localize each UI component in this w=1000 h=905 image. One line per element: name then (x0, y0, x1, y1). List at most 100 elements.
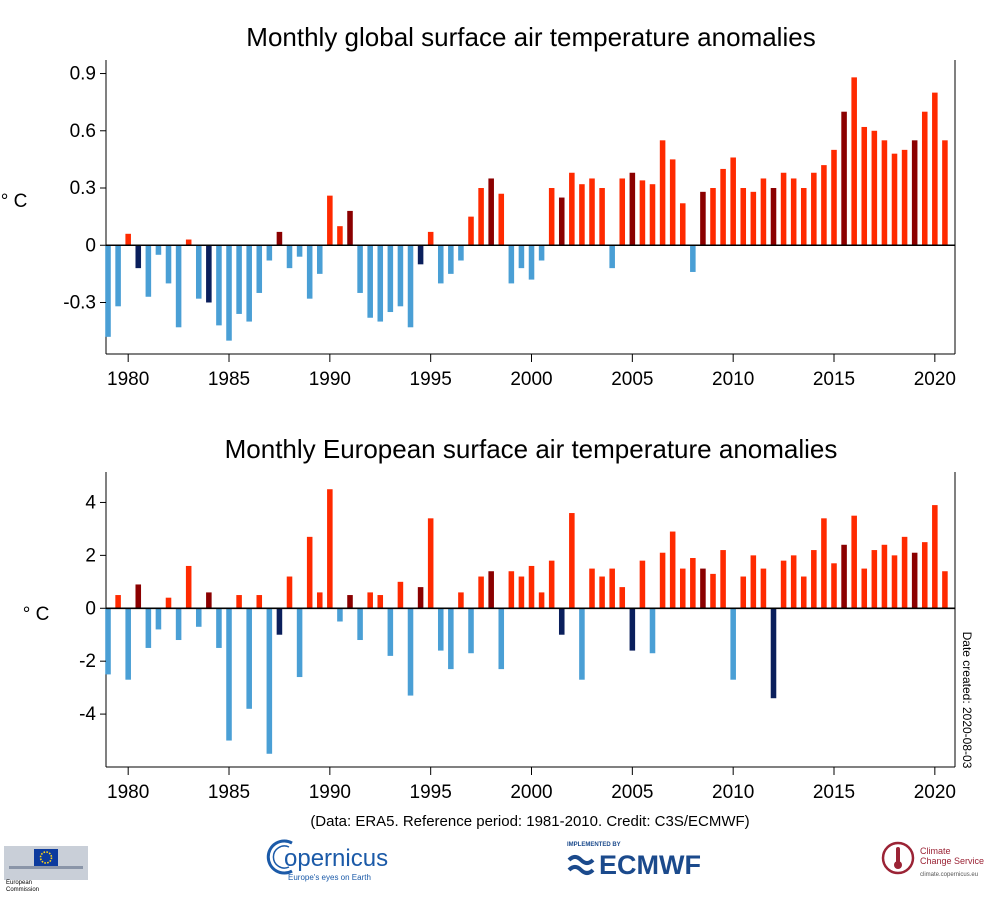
bar-1-38 (488, 571, 494, 609)
y-tick-label: 0.3 (70, 178, 96, 199)
bar-1-80 (911, 552, 918, 609)
bar-0-46 (569, 172, 575, 246)
bar-1-19 (296, 608, 303, 678)
bar-0-47 (579, 184, 585, 246)
bar-0-26 (367, 245, 373, 318)
bar-1-73 (841, 544, 847, 609)
bar-1-31 (417, 587, 424, 609)
bar-1-34 (448, 608, 454, 670)
bar-0-33 (437, 245, 444, 284)
bar-1-32 (427, 518, 434, 609)
bar-0-50 (609, 245, 615, 269)
bar-0-68 (790, 178, 797, 246)
y-tick-label: 0.6 (70, 121, 96, 142)
bar-1-8 (185, 565, 192, 609)
bar-1-16 (266, 608, 273, 754)
x-tick-label: 1980 (107, 782, 149, 803)
bar-1-27 (377, 595, 384, 609)
bar-1-76 (871, 550, 878, 609)
bar-1-53 (639, 560, 646, 609)
ecmwf-logo: IMPLEMENTED BY ECMWF (565, 842, 725, 882)
x-tick-label: 2015 (813, 782, 855, 803)
bar-1-63 (740, 576, 747, 609)
x-tick-label: 1995 (410, 369, 452, 390)
bar-1-36 (468, 608, 474, 654)
bar-1-70 (811, 550, 817, 609)
global-chart: Monthly global surface air temperature a… (1, 22, 956, 390)
bar-1-37 (478, 576, 484, 609)
bar-1-46 (569, 513, 575, 609)
bar-0-65 (760, 178, 767, 246)
bar-1-24 (347, 595, 353, 609)
bar-0-0 (105, 245, 111, 337)
bar-0-44 (548, 188, 555, 246)
bar-1-47 (579, 608, 585, 680)
bar-1-41 (518, 576, 525, 609)
bar-1-17 (276, 608, 283, 635)
bar-1-52 (629, 608, 636, 651)
bar-0-9 (195, 245, 202, 299)
x-tick-label: 1985 (208, 369, 250, 390)
copernicus-c-icon (266, 839, 293, 875)
bar-0-15 (256, 245, 263, 293)
bar-0-79 (901, 149, 908, 246)
bar-1-74 (851, 515, 857, 609)
x-tick-label: 2010 (712, 369, 754, 390)
bar-0-35 (458, 245, 464, 261)
bar-1-78 (891, 555, 898, 609)
bar-0-76 (871, 130, 878, 246)
bar-0-27 (377, 245, 384, 322)
y-tick-label: -0.3 (63, 292, 96, 313)
europe-plot-area: -4 -2 0 2 4 1980 1985 1990 1995 2000 2005 2010 2015 2… (79, 472, 956, 803)
bar-1-5 (155, 608, 162, 630)
bar-0-83 (942, 140, 948, 246)
bar-1-21 (316, 592, 323, 609)
bar-0-59 (700, 191, 706, 246)
bar-1-43 (538, 592, 545, 609)
bar-0-29 (397, 245, 404, 307)
bar-0-69 (800, 188, 807, 246)
bar-0-51 (619, 178, 626, 246)
bar-1-23 (337, 608, 343, 622)
bar-0-7 (175, 245, 182, 328)
bar-1-25 (357, 608, 363, 641)
y-tick-label: 0 (85, 235, 96, 256)
bar-1-69 (800, 576, 807, 609)
bar-1-67 (780, 560, 787, 609)
bar-0-31 (417, 245, 424, 265)
bar-0-58 (690, 245, 696, 272)
bar-1-65 (760, 568, 767, 609)
bar-0-53 (639, 180, 646, 246)
bar-0-19 (296, 245, 303, 257)
bar-0-71 (821, 165, 827, 246)
bar-0-39 (498, 193, 505, 246)
bar-0-74 (851, 77, 857, 246)
bar-1-6 (165, 597, 172, 609)
bar-1-30 (407, 608, 414, 696)
thermometer-icon (881, 841, 915, 875)
copernicus-wordmark: opernicus (284, 845, 389, 872)
bar-1-61 (720, 550, 726, 609)
copernicus-tagline: Europe's eyes on Earth (288, 873, 371, 882)
bar-0-17 (276, 231, 283, 246)
bar-0-23 (337, 226, 343, 246)
bar-1-71 (821, 518, 827, 609)
bar-0-81 (921, 111, 928, 246)
bar-0-67 (780, 172, 787, 246)
bar-0-63 (740, 188, 747, 246)
bar-1-62 (730, 608, 736, 680)
x-tick-label: 2000 (510, 369, 552, 390)
bar-1-59 (700, 568, 706, 609)
bar-0-48 (589, 178, 595, 246)
x-tick-label: 2010 (712, 782, 754, 803)
bar-1-4 (145, 608, 152, 648)
c3s-name-line1: Climate (920, 846, 951, 856)
bar-0-55 (659, 140, 666, 246)
credit-line: (Data: ERA5. Reference period: 1981-2010… (310, 813, 750, 830)
bar-0-40 (508, 245, 515, 284)
x-tick-label: 2005 (611, 369, 653, 390)
bar-0-61 (720, 168, 726, 246)
bar-0-75 (861, 126, 868, 246)
bar-1-15 (256, 595, 263, 609)
bar-0-13 (236, 245, 242, 314)
